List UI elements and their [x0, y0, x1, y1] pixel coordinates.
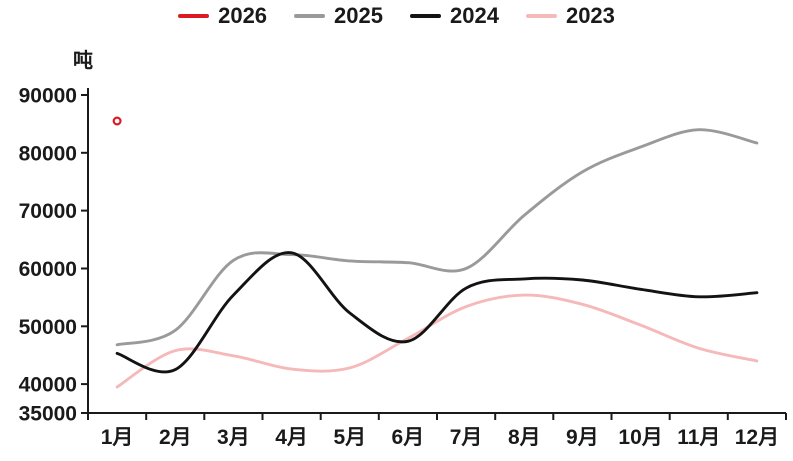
legend-label-2026: 2026: [218, 3, 268, 28]
x-axis-month-label: 12月: [735, 426, 779, 449]
chart-legend: 2026 2025 2024 2023: [0, 3, 793, 29]
legend-label-2024: 2024: [450, 3, 499, 28]
x-axis-month-label: 7月: [450, 426, 483, 449]
axis-lines: [87, 88, 786, 414]
y-axis-tick-label: 60000: [19, 258, 77, 281]
y-axis-tick-label: 90000: [19, 85, 77, 108]
legend-line-swatch-2026: [178, 14, 210, 18]
series-2025-line: [115, 128, 759, 347]
legend-line-swatch-2023: [525, 14, 557, 18]
x-axis-month-label: 6月: [392, 426, 425, 449]
series-2023-line: [115, 293, 759, 389]
legend-line-swatch-2025: [294, 14, 326, 18]
x-axis-month-label: 10月: [618, 426, 662, 449]
legend-item-2024[interactable]: 2024: [410, 3, 499, 29]
x-axis-month-label: 3月: [217, 426, 250, 449]
y-axis-unit-label: 吨: [73, 50, 93, 72]
y-axis-tick-label: 50000: [19, 316, 77, 339]
x-axis-month-label: 1月: [101, 426, 134, 449]
x-axis-month-label: 8月: [508, 426, 541, 449]
legend-item-2026[interactable]: 2026: [178, 3, 267, 29]
x-axis-month-label: 11月: [677, 426, 720, 449]
x-axis-month-label: 9月: [566, 426, 599, 449]
legend-item-2025[interactable]: 2025: [294, 3, 383, 29]
y-axis-tick-label: 35000: [19, 403, 77, 426]
y-axis-tick-label: 80000: [19, 142, 77, 165]
x-axis-month-label: 2月: [159, 426, 192, 449]
y-axis-tick-label: 70000: [19, 200, 77, 223]
x-axis-month-label: 5月: [333, 426, 366, 449]
legend-item-2023[interactable]: 2023: [525, 3, 615, 29]
series-2024-line: [115, 251, 759, 374]
series-2026-point-marker: [112, 116, 122, 126]
y-axis-tick-label: 40000: [19, 374, 77, 397]
legend-line-swatch-2024: [410, 14, 441, 18]
legend-label-2025: 2025: [334, 3, 383, 28]
legend-label-2023: 2023: [565, 3, 615, 28]
x-axis-month-label: 4月: [275, 426, 308, 449]
